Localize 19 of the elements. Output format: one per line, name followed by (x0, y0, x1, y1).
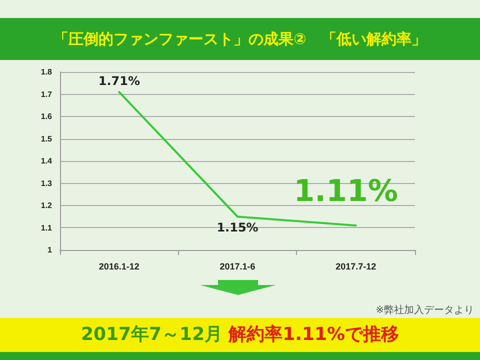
text: ※弊社加入データより (376, 304, 474, 317)
y-tick-label: 1 (48, 246, 53, 254)
chart-title: 「圧倒的ファンファースト」の成果② 「低い解約率」 (0, 18, 480, 60)
x-tick-label: 2017.7-12 (336, 262, 376, 272)
y-tick-label: 1.5 (40, 134, 53, 144)
data-label: 1.71% (98, 74, 140, 88)
x-tick-label: 2016.1-12 (98, 262, 140, 272)
y-tick-label: 1.2 (40, 201, 53, 210)
y-tick-label: 1.6 (40, 112, 53, 121)
y-tick-label: 1.4 (40, 156, 53, 166)
data-label: 1.11% (294, 174, 398, 210)
x-tick-label: 2017.1-6 (220, 262, 256, 272)
text: 解約率1.11%で推移 (228, 324, 400, 345)
y-tick-label: 1.3 (40, 178, 53, 188)
y-tick-label: 1.8 (40, 68, 53, 76)
y-tick-label: 1.7 (40, 90, 53, 99)
data-label: 1.15% (216, 220, 258, 235)
text: 2017年7～12月 (80, 324, 223, 345)
y-tick-label: 1.1 (40, 223, 53, 232)
